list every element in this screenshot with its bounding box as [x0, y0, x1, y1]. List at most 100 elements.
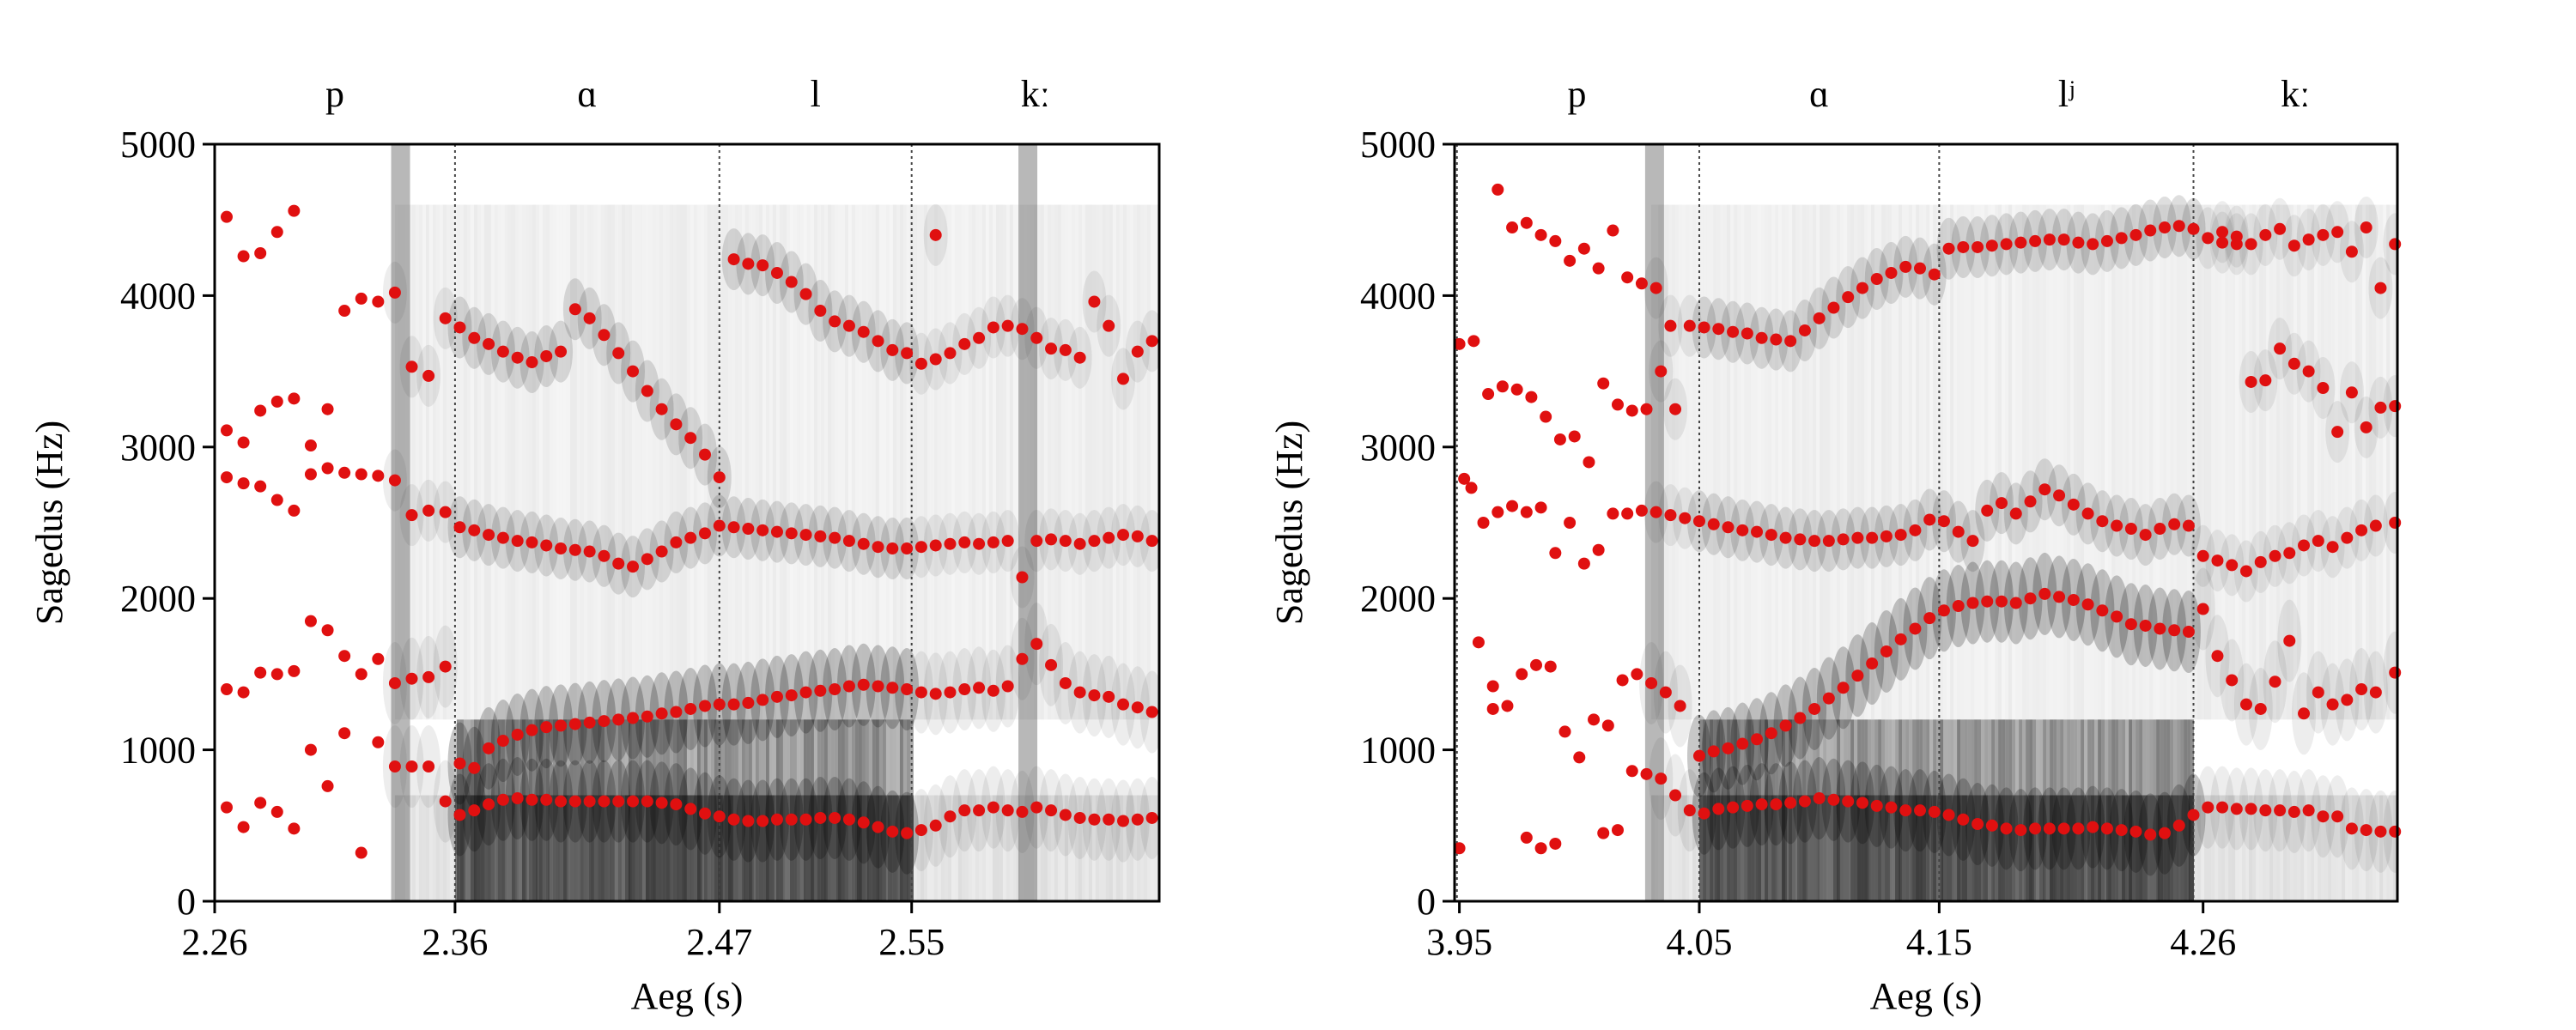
- formant-point: [2374, 825, 2387, 838]
- formant-point: [1698, 321, 1710, 334]
- formant-point: [1145, 535, 1158, 548]
- formant-point: [2144, 828, 2157, 841]
- formant-point: [1088, 295, 1101, 308]
- formant-point: [1088, 813, 1101, 826]
- formant-point: [1928, 805, 1941, 818]
- formant-point: [987, 536, 999, 548]
- formant-point: [698, 807, 711, 820]
- formant-point: [1866, 657, 1879, 670]
- formant-point: [756, 524, 769, 536]
- formant-point: [1664, 319, 1677, 332]
- formant-point: [2111, 610, 2123, 623]
- y-tick-label: 1000: [120, 730, 196, 772]
- formant-point: [2154, 523, 2166, 536]
- formant-point: [1592, 262, 1605, 275]
- formant-point: [973, 804, 986, 817]
- formant-point: [338, 650, 351, 663]
- formant-dots: [220, 204, 1158, 859]
- formant-point: [496, 793, 509, 806]
- formant-point: [496, 531, 509, 544]
- formant-point: [1827, 793, 1840, 806]
- formant-point: [872, 335, 884, 348]
- formant-point: [1736, 524, 1749, 536]
- formant-point: [1073, 351, 1086, 364]
- formant-point: [2317, 228, 2330, 241]
- formant-point: [770, 525, 783, 538]
- formant-point: [304, 743, 317, 756]
- formant-point: [1520, 506, 1533, 518]
- formant-point: [2230, 230, 2243, 243]
- formant-point: [756, 259, 769, 272]
- formant-point: [254, 666, 267, 679]
- chart-panel-1: 0 1000 2000 3000 4000 5000 2.26 2.36 2.47 2.55 Aeg…: [28, 73, 1161, 1017]
- formant-point: [713, 810, 726, 823]
- formant-point: [1621, 507, 1634, 520]
- formant-point: [1736, 737, 1749, 750]
- formant-point: [355, 846, 368, 859]
- formant-point: [511, 535, 524, 548]
- x-axis-title: Aeg (s): [631, 975, 744, 1017]
- formant-point: [568, 795, 581, 808]
- x-tick-label: 2.47: [686, 921, 752, 963]
- formant-point: [2274, 804, 2287, 817]
- formant-point: [2245, 375, 2257, 388]
- formant-point: [2057, 822, 2070, 835]
- formant-point: [2254, 702, 2267, 715]
- formant-point: [1683, 319, 1696, 332]
- formant-point: [555, 542, 568, 554]
- formant-point: [453, 321, 466, 334]
- formant-point: [388, 474, 401, 487]
- formant-point: [2302, 804, 2315, 817]
- formant-point: [2259, 804, 2272, 817]
- formant-point: [511, 351, 524, 364]
- formant-point: [1822, 535, 1835, 548]
- formant-point: [1996, 595, 2008, 608]
- formant-point: [1045, 804, 1058, 817]
- formant-point: [1655, 365, 1668, 378]
- formant-point: [2302, 365, 2315, 378]
- formant-point: [1558, 725, 1571, 738]
- formant-point: [857, 537, 870, 550]
- formant-point: [439, 506, 452, 518]
- formant-point: [1674, 700, 1686, 712]
- formant-point: [1016, 323, 1029, 336]
- formant-point: [1534, 842, 1547, 855]
- formant-point: [727, 521, 740, 534]
- formant-point: [929, 819, 942, 832]
- formant-point: [901, 542, 914, 554]
- formant-point: [1851, 670, 1864, 682]
- formant-point: [1583, 456, 1595, 469]
- formant-point: [2029, 822, 2042, 835]
- formant-point: [2100, 234, 2113, 247]
- formant-point: [1899, 260, 1912, 273]
- formant-point: [2230, 803, 2243, 815]
- formant-point: [1549, 547, 1562, 560]
- formant-point: [1506, 500, 1519, 512]
- formant-point: [321, 462, 334, 475]
- formant-point: [1117, 529, 1130, 542]
- formant-point: [304, 439, 317, 452]
- formant-point: [355, 668, 368, 681]
- formant-point: [1894, 529, 1907, 542]
- formant-point: [655, 545, 668, 558]
- formant-point: [2196, 603, 2209, 615]
- formant-point: [713, 471, 726, 484]
- formant-point: [2168, 518, 2181, 530]
- formant-point: [439, 660, 452, 673]
- formant-point: [422, 670, 435, 683]
- formant-point: [1784, 797, 1797, 809]
- formant-point: [220, 801, 233, 814]
- formant-point: [756, 815, 769, 827]
- formant-point: [2317, 810, 2330, 823]
- formant-point: [670, 536, 683, 548]
- formant-point: [2124, 523, 2137, 536]
- plot-frame: [213, 142, 1161, 903]
- formant-point: [237, 686, 250, 699]
- formant-point: [1722, 521, 1735, 534]
- y-tick-label: 0: [177, 881, 196, 923]
- formant-point: [698, 700, 711, 712]
- formant-point: [914, 686, 927, 699]
- formant-point: [1640, 403, 1653, 415]
- formant-point: [973, 682, 986, 694]
- y-tick-label: 0: [1417, 881, 1436, 923]
